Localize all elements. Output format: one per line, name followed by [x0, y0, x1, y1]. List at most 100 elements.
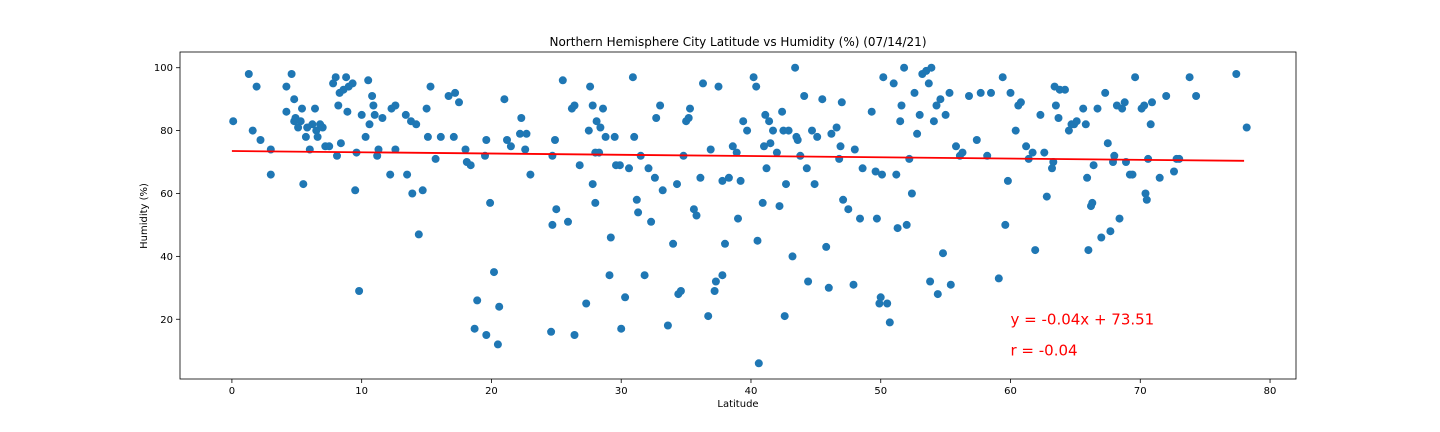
data-point	[431, 154, 440, 163]
data-point	[782, 180, 790, 189]
data-point	[1016, 98, 1025, 107]
data-point	[248, 126, 257, 135]
data-point	[910, 88, 919, 97]
y-tick-label: 60	[160, 189, 173, 200]
data-point	[640, 271, 649, 280]
data-point	[927, 63, 936, 72]
data-point	[1036, 110, 1045, 119]
data-point	[348, 79, 357, 88]
data-point	[466, 161, 475, 170]
data-point	[610, 132, 619, 141]
data-point	[391, 145, 400, 154]
data-point	[736, 176, 745, 185]
data-point	[893, 224, 902, 233]
data-point	[818, 95, 827, 104]
data-point	[605, 271, 614, 280]
data-point	[588, 180, 597, 189]
data-point	[266, 170, 275, 179]
data-point	[599, 104, 607, 113]
data-point	[325, 142, 334, 151]
data-point	[628, 73, 637, 82]
regression-equation: y = -0.04x + 73.51	[1011, 310, 1155, 328]
data-point	[386, 170, 395, 179]
data-point	[752, 82, 761, 91]
data-point	[1001, 220, 1010, 229]
data-point	[1128, 170, 1137, 179]
data-point	[617, 324, 626, 333]
data-point	[769, 126, 777, 135]
data-point	[952, 142, 960, 151]
data-point	[615, 161, 624, 170]
data-point	[575, 161, 584, 170]
data-point	[1175, 154, 1184, 163]
data-point	[423, 132, 432, 141]
data-point	[718, 271, 727, 280]
data-point	[368, 92, 377, 100]
data-point	[810, 180, 819, 189]
data-point	[378, 114, 387, 122]
data-point	[808, 126, 816, 135]
data-point	[418, 186, 427, 195]
data-point	[658, 186, 667, 195]
data-point	[1192, 92, 1201, 100]
data-point	[1084, 246, 1093, 255]
data-point	[361, 132, 370, 141]
plot-frame	[179, 51, 1297, 380]
data-point	[929, 117, 938, 126]
data-point	[743, 126, 752, 135]
data-point	[588, 101, 597, 110]
data-point	[900, 63, 909, 72]
data-point	[287, 70, 296, 78]
data-point	[634, 208, 643, 217]
x-tick-label: 40	[745, 386, 758, 397]
data-point	[318, 123, 327, 132]
data-point	[329, 79, 338, 88]
data-point	[827, 129, 836, 138]
data-point	[308, 120, 317, 129]
data-point	[892, 170, 901, 179]
data-point	[652, 114, 661, 122]
data-point	[684, 114, 693, 122]
data-point	[632, 195, 641, 204]
data-point	[856, 214, 864, 223]
data-point	[941, 110, 950, 119]
data-point	[754, 359, 763, 368]
data-point	[780, 312, 789, 321]
data-point	[621, 293, 630, 302]
data-point	[704, 312, 713, 321]
data-point	[1083, 173, 1092, 182]
x-tick-label: 10	[355, 386, 368, 397]
data-point	[739, 117, 748, 126]
data-point	[907, 189, 916, 198]
data-point	[924, 79, 933, 88]
data-point	[1051, 101, 1060, 110]
data-point	[1110, 151, 1119, 160]
data-point	[878, 170, 886, 179]
data-point	[883, 299, 892, 308]
data-point	[714, 82, 723, 91]
data-point	[902, 220, 911, 229]
data-point	[791, 63, 800, 72]
data-point	[343, 107, 352, 116]
data-point	[987, 88, 995, 97]
data-point	[994, 274, 1003, 283]
data-point	[412, 120, 421, 129]
data-point	[1146, 120, 1155, 129]
data-point	[998, 73, 1007, 82]
data-point	[1003, 176, 1012, 185]
data-point	[1011, 126, 1020, 135]
data-point	[885, 318, 894, 327]
x-axis-ticks: 0 10 20 30 40 50 60 70 80	[229, 379, 1276, 397]
data-point	[1115, 214, 1124, 223]
data-point	[373, 151, 382, 160]
data-point	[473, 296, 482, 305]
data-point	[357, 110, 366, 119]
data-point	[298, 104, 306, 113]
data-point	[876, 293, 885, 302]
data-point	[526, 170, 535, 179]
data-point	[946, 280, 955, 289]
data-point	[414, 230, 423, 239]
data-point	[802, 164, 811, 173]
data-point	[849, 280, 858, 289]
data-point	[1049, 158, 1058, 166]
